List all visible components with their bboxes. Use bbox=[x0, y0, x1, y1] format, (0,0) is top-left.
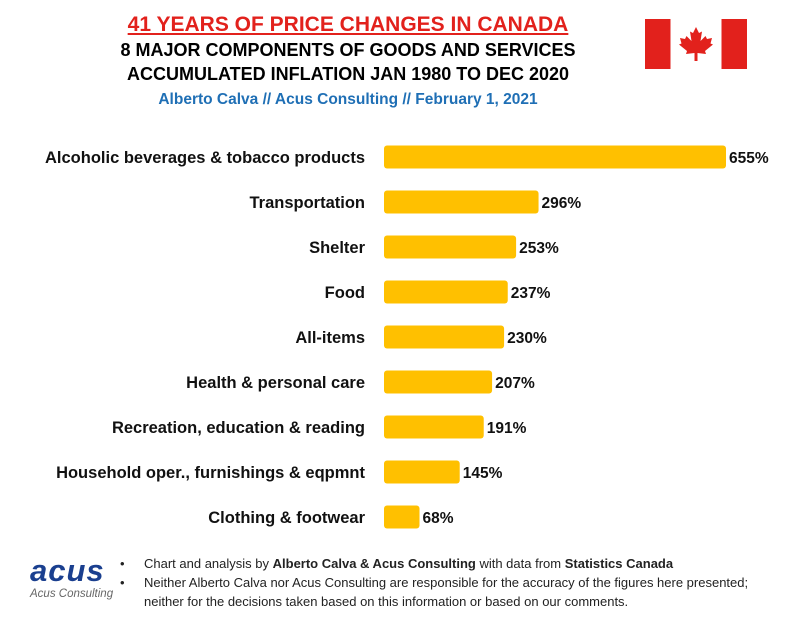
bar bbox=[384, 325, 505, 349]
bar bbox=[384, 280, 508, 304]
value-label: 655% bbox=[729, 150, 769, 167]
credit-author: Alberto Calva & Acus Consulting bbox=[272, 556, 476, 571]
value-label: 237% bbox=[511, 285, 551, 302]
bar bbox=[384, 190, 539, 214]
logo-subtitle: Acus Consulting bbox=[30, 588, 114, 600]
chart-subtitle-2: ACCUMULATED INFLATION JAN 1980 TO DEC 20… bbox=[126, 64, 570, 84]
category-label: Household oper., furnishings & eqpmnt bbox=[56, 464, 365, 482]
flag-right-band bbox=[721, 19, 747, 69]
canada-flag-icon bbox=[645, 19, 747, 69]
category-label: Clothing & footwear bbox=[208, 509, 365, 527]
chart-header: 41 YEARS OF PRICE CHANGES IN CANADA 8 MA… bbox=[0, 12, 696, 112]
footer: acus Acus Consulting • Chart and analysi… bbox=[0, 548, 794, 618]
bar bbox=[384, 370, 493, 394]
category-label: Food bbox=[325, 284, 365, 302]
category-label: Shelter bbox=[309, 239, 366, 257]
chart-subtitle-1: 8 MAJOR COMPONENTS OF GOODS AND SERVICES bbox=[120, 40, 576, 60]
bar bbox=[384, 460, 460, 484]
logo-wordmark: acus bbox=[30, 553, 105, 588]
category-label: Transportation bbox=[249, 194, 365, 212]
value-label: 230% bbox=[507, 330, 547, 347]
bar bbox=[384, 235, 517, 259]
category-label: All-items bbox=[295, 329, 365, 347]
value-label: 191% bbox=[487, 420, 527, 437]
value-label: 68% bbox=[423, 510, 454, 527]
category-label: Recreation, education & reading bbox=[112, 419, 365, 437]
bar bbox=[384, 415, 484, 439]
category-label: Health & personal care bbox=[186, 374, 365, 392]
bullet: • bbox=[120, 575, 125, 590]
credit-text-2: with data from bbox=[475, 556, 565, 571]
flag-left-band bbox=[645, 19, 671, 69]
footer-note-disclaimer: • Neither Alberto Calva nor Acus Consult… bbox=[118, 573, 784, 611]
category-label: Alcoholic beverages & tobacco products bbox=[45, 149, 365, 167]
footer-note-credit: • Chart and analysis by Alberto Calva & … bbox=[118, 554, 784, 573]
disclaimer-text: Neither Alberto Calva nor Acus Consultin… bbox=[144, 575, 749, 609]
value-label: 253% bbox=[519, 240, 559, 257]
footer-notes: • Chart and analysis by Alberto Calva & … bbox=[118, 554, 784, 611]
value-label: 145% bbox=[463, 465, 503, 482]
maple-leaf-icon bbox=[679, 27, 713, 61]
author-line: Alberto Calva // Acus Consulting // Febr… bbox=[158, 91, 538, 108]
value-label: 296% bbox=[542, 195, 582, 212]
chart-title: 41 YEARS OF PRICE CHANGES IN CANADA bbox=[127, 13, 569, 36]
bullet: • bbox=[120, 556, 125, 571]
value-label: 207% bbox=[495, 375, 535, 392]
bar-chart: Alcoholic beverages & tobacco products 65… bbox=[45, 145, 769, 529]
credit-source: Statistics Canada bbox=[564, 556, 674, 571]
bar bbox=[384, 145, 726, 169]
credit-text-1: Chart and analysis by bbox=[144, 556, 273, 571]
acus-logo: acus Acus Consulting bbox=[30, 553, 122, 602]
bar bbox=[384, 505, 420, 529]
